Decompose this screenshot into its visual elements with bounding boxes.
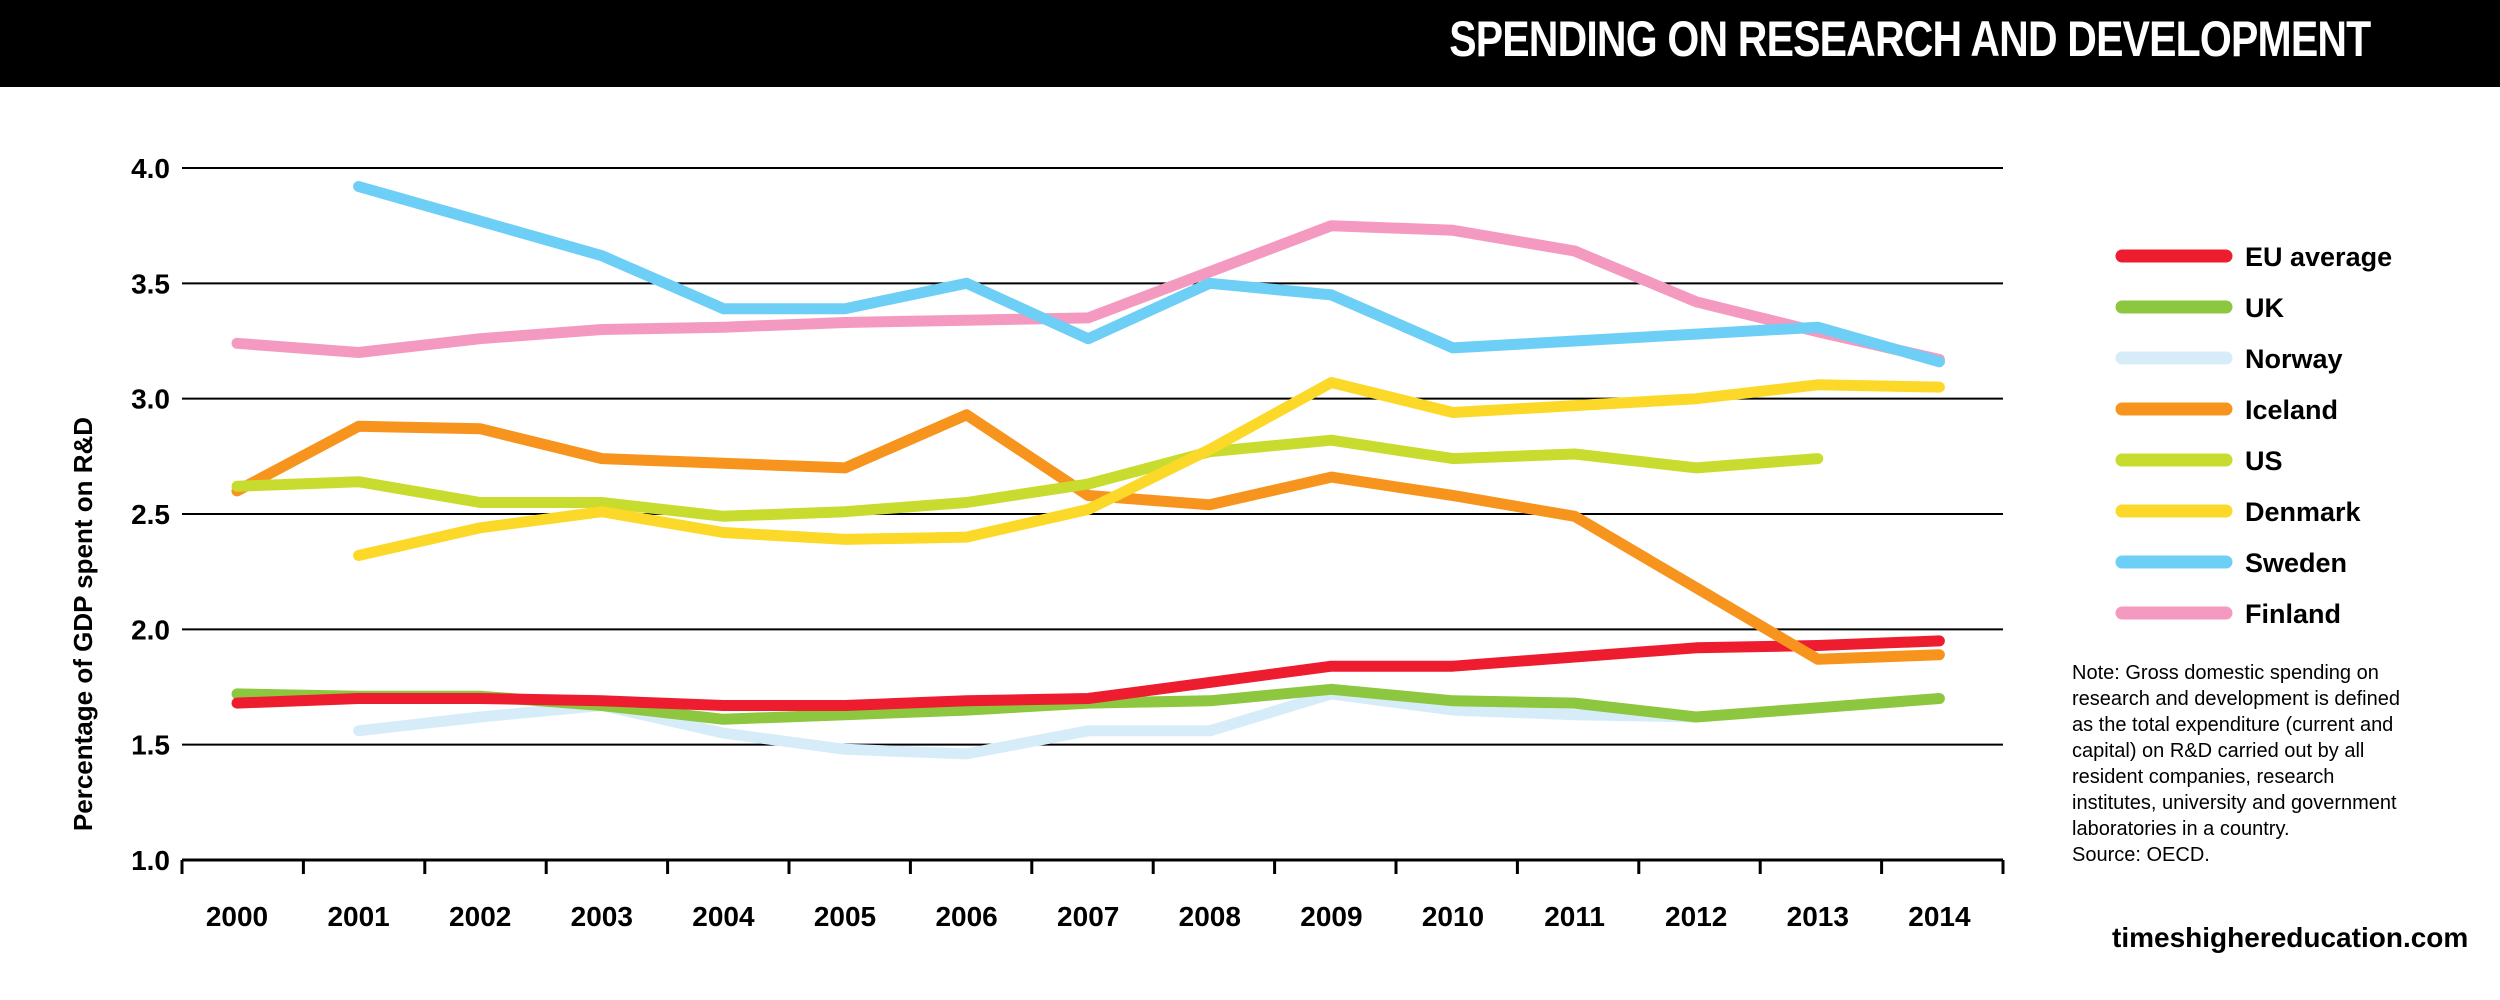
note-line: institutes, university and government (2072, 792, 2397, 814)
legend-label-norway: Norway (2245, 344, 2343, 374)
header-bar: SPENDING ON RESEARCH AND DEVELOPMENT (0, 0, 2500, 87)
site-url[interactable]: timeshighereducation.com (2112, 922, 2469, 953)
series-line-denmark (353, 377, 1945, 561)
x-tick-label: 2010 (1422, 901, 1484, 932)
y-tick-label: 3.0 (131, 384, 170, 415)
y-tick-label: 1.0 (131, 845, 170, 876)
series-lines (231, 181, 1945, 760)
legend-label-denmark: Denmark (2245, 497, 2362, 527)
x-tick-label: 2004 (692, 901, 755, 932)
y-tick-label: 2.5 (131, 499, 170, 530)
note-line: laboratories in a country. (2072, 818, 2290, 840)
x-tick-label: 2012 (1665, 901, 1727, 932)
x-tick-label: 2008 (1179, 901, 1241, 932)
chart-note: Note: Gross domestic spending on researc… (2072, 660, 2442, 868)
note-line: Note: Gross domestic spending on (2072, 662, 2379, 684)
note-line: resident companies, research (2072, 766, 2335, 788)
x-tick-label: 2009 (1300, 901, 1362, 932)
note-line: research and development is defined (2072, 688, 2400, 710)
y-tick-label: 2.0 (131, 614, 170, 645)
legend-label-us: US (2245, 446, 2283, 476)
series-line-sweden (353, 181, 1945, 368)
y-axis-tick-labels: 1.0 1.5 2.0 2.5 3.0 3.5 4.0 (131, 153, 170, 876)
series-line-eu-average (231, 635, 1945, 711)
x-axis-tick-labels: 2000 2001 2002 2003 2004 2005 2006 2007 2008 2009… (206, 901, 1971, 932)
legend-label-finland: Finland (2245, 599, 2341, 629)
x-tick-label: 2002 (449, 901, 511, 932)
legend-label-sweden: Sweden (2245, 548, 2347, 578)
series-line-us (231, 434, 1824, 522)
x-tick-label: 2007 (1057, 901, 1119, 932)
y-tick-label: 4.0 (131, 153, 170, 184)
y-tick-label: 1.5 (131, 730, 170, 761)
legend-label-iceland: Iceland (2245, 395, 2338, 425)
x-tick-label: 2000 (206, 901, 268, 932)
legend-label-eu-average: EU average (2245, 242, 2392, 272)
legend-label-uk: UK (2245, 293, 2284, 323)
x-tick-label: 2006 (935, 901, 997, 932)
x-tick-label: 2001 (327, 901, 389, 932)
x-axis (180, 858, 2005, 874)
x-tick-label: 2013 (1787, 901, 1849, 932)
legend: EU average UK Norway Iceland US Denmark Sweden… (2115, 242, 2392, 629)
gridlines (182, 167, 2003, 746)
series-line-finland (231, 220, 1945, 365)
note-line: as the total expenditure (current and (2072, 714, 2394, 736)
y-axis-label: Percentage of GDP spent on R&D (68, 417, 98, 831)
x-tick-label: 2011 (1544, 901, 1605, 932)
series-line-iceland (231, 409, 1945, 665)
chart-title: SPENDING ON RESEARCH AND DEVELOPMENT (1448, 11, 2371, 67)
note-line: capital) on R&D carried out by all (2072, 740, 2365, 762)
x-tick-label: 2005 (814, 901, 876, 932)
y-tick-label: 3.5 (131, 268, 170, 299)
x-tick-label: 2014 (1908, 901, 1971, 932)
source-line: Source: OECD. (2072, 844, 2210, 866)
x-tick-label: 2003 (571, 901, 633, 932)
